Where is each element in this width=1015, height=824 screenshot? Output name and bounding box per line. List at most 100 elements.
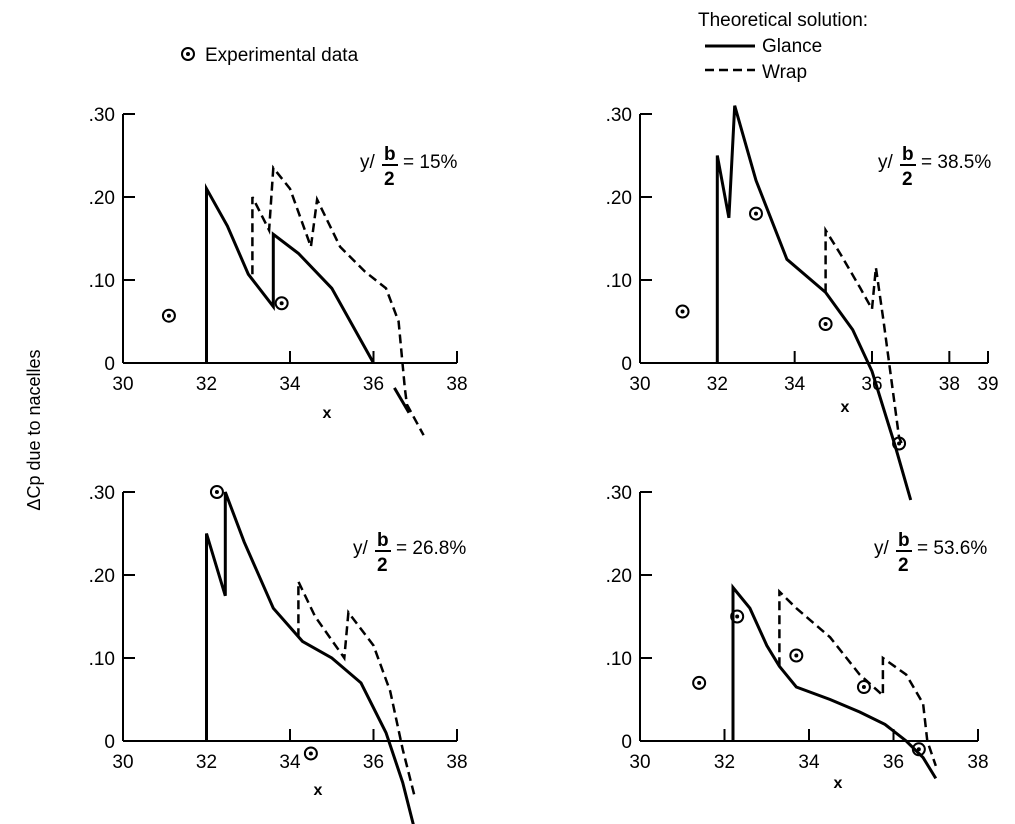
experimental-point-ring	[209, 485, 224, 499]
experimental-point-ring	[911, 742, 926, 757]
experimental-point	[675, 304, 690, 319]
wrap-series-line	[251, 164, 425, 436]
station-label-denominator: 2	[898, 555, 909, 576]
station-label-numerator: b	[384, 144, 396, 165]
x-tick-label: 32	[196, 374, 217, 395]
y-tick-label: .30	[606, 483, 632, 504]
x-tick-label: 36	[363, 752, 384, 773]
x-tick-label: 34	[279, 752, 301, 773]
experimental-point-dot	[861, 685, 866, 690]
x-axis-label: x	[323, 405, 332, 422]
y-axis-label: ΔCp due to nacelles	[24, 349, 44, 510]
station-label-value: = 15%	[403, 152, 458, 173]
legend-experimental-label: Experimental data	[205, 45, 359, 66]
glance-series-line	[205, 491, 415, 824]
x-tick-label: 38	[967, 752, 988, 773]
experimental-point-dot	[897, 441, 902, 446]
experimental-point-ring	[675, 304, 690, 319]
x-tick-label: 30	[112, 374, 133, 395]
x-tick-label: 32	[714, 752, 735, 773]
glance-series-line	[393, 387, 411, 414]
x-tick-label: 30	[629, 374, 650, 395]
y-tick-label: 0	[621, 732, 632, 753]
station-label-denominator: 2	[377, 555, 388, 576]
station-label-prefix: y/	[360, 152, 376, 173]
experimental-point-dot	[735, 614, 740, 619]
x-tick-label: 30	[112, 752, 133, 773]
x-tick-label: 38	[446, 374, 467, 395]
experimental-point-ring	[730, 609, 745, 624]
glance-series-line	[715, 105, 913, 501]
legend: Experimental data Theoretical solution: …	[181, 10, 868, 83]
x-tick-label: 38	[939, 374, 960, 395]
x-axis-label: x	[314, 782, 323, 799]
station-label-value: = 53.6%	[917, 538, 987, 559]
y-tick-label: .20	[606, 188, 632, 209]
legend-experimental-marker	[181, 47, 195, 61]
wrap-series-line	[778, 588, 937, 767]
experimental-point-ring	[892, 436, 907, 451]
station-label-prefix: y/	[878, 152, 894, 173]
station-label-prefix: y/	[353, 538, 369, 559]
experimental-point-ring	[692, 675, 707, 690]
legend-glance-label: Glance	[762, 36, 822, 57]
y-tick-label: .10	[89, 649, 115, 670]
glance-series-line	[205, 182, 375, 364]
x-tick-label: 30	[629, 752, 650, 773]
x-axis-label: x	[834, 775, 843, 792]
experimental-point-dot	[680, 309, 685, 314]
panel-15pct: 0 .10 .20 .30 30 32 34 36 38 x y/b 2 = 15%	[89, 105, 468, 436]
experimental-point-dot	[214, 490, 219, 494]
y-tick-label: .10	[89, 271, 115, 292]
experimental-point	[856, 680, 871, 695]
station-label-denominator: 2	[384, 169, 395, 190]
experimental-point	[892, 436, 907, 451]
x-tick-label: 32	[707, 374, 728, 395]
experimental-point-dot	[308, 751, 313, 756]
glance-series-line	[731, 583, 938, 780]
panel-53-6pct: 0 .10 .20 .30 30 32 34 36 38 x y/b 2 = 53.6%	[606, 483, 989, 792]
station-label-numerator: b	[902, 144, 914, 165]
experimental-point	[209, 485, 224, 499]
y-tick-label: 0	[621, 354, 632, 375]
experimental-point	[692, 675, 707, 690]
station-label-numerator: b	[377, 530, 389, 551]
y-tick-label: .30	[89, 483, 115, 504]
y-tick-label: .30	[89, 105, 115, 126]
experimental-point-ring	[856, 680, 871, 695]
experimental-point-ring	[161, 308, 176, 323]
experimental-point-dot	[823, 321, 828, 326]
experimental-point	[818, 316, 833, 331]
experimental-point	[161, 308, 176, 323]
y-tick-label: .30	[606, 105, 632, 126]
legend-theory-title: Theoretical solution:	[698, 10, 868, 31]
experimental-point-dot	[697, 680, 702, 685]
experimental-point	[789, 648, 804, 663]
experimental-point	[274, 296, 289, 311]
x-tick-label: 34	[784, 374, 806, 395]
x-tick-label: 36	[883, 752, 904, 773]
experimental-point-ring	[818, 316, 833, 331]
experimental-point-ring	[749, 206, 763, 221]
experimental-point	[730, 609, 745, 624]
station-label-numerator: b	[898, 530, 910, 551]
x-tick-label: 34	[798, 752, 820, 773]
x-tick-label: 32	[196, 752, 217, 773]
experimental-point-dot	[794, 653, 799, 658]
y-tick-label: 0	[104, 354, 115, 375]
experimental-point	[911, 742, 926, 757]
wrap-series-line	[824, 225, 905, 447]
y-tick-label: .20	[89, 188, 115, 209]
y-tick-label: .10	[606, 271, 632, 292]
x-tick-label: 39	[977, 374, 998, 395]
station-label-value: = 26.8%	[396, 538, 466, 559]
experimental-point-dot	[754, 211, 758, 216]
experimental-point	[303, 746, 318, 761]
x-tick-label: 34	[279, 374, 301, 395]
panel-26-8pct: 0 .10 .20 .30 30 32 34 36 38 x y/b 2 = 26.8%	[89, 483, 468, 824]
x-tick-label: 38	[446, 752, 467, 773]
x-tick-label: 36	[363, 374, 384, 395]
experimental-point-dot	[166, 313, 171, 318]
station-label-prefix: y/	[874, 538, 890, 559]
